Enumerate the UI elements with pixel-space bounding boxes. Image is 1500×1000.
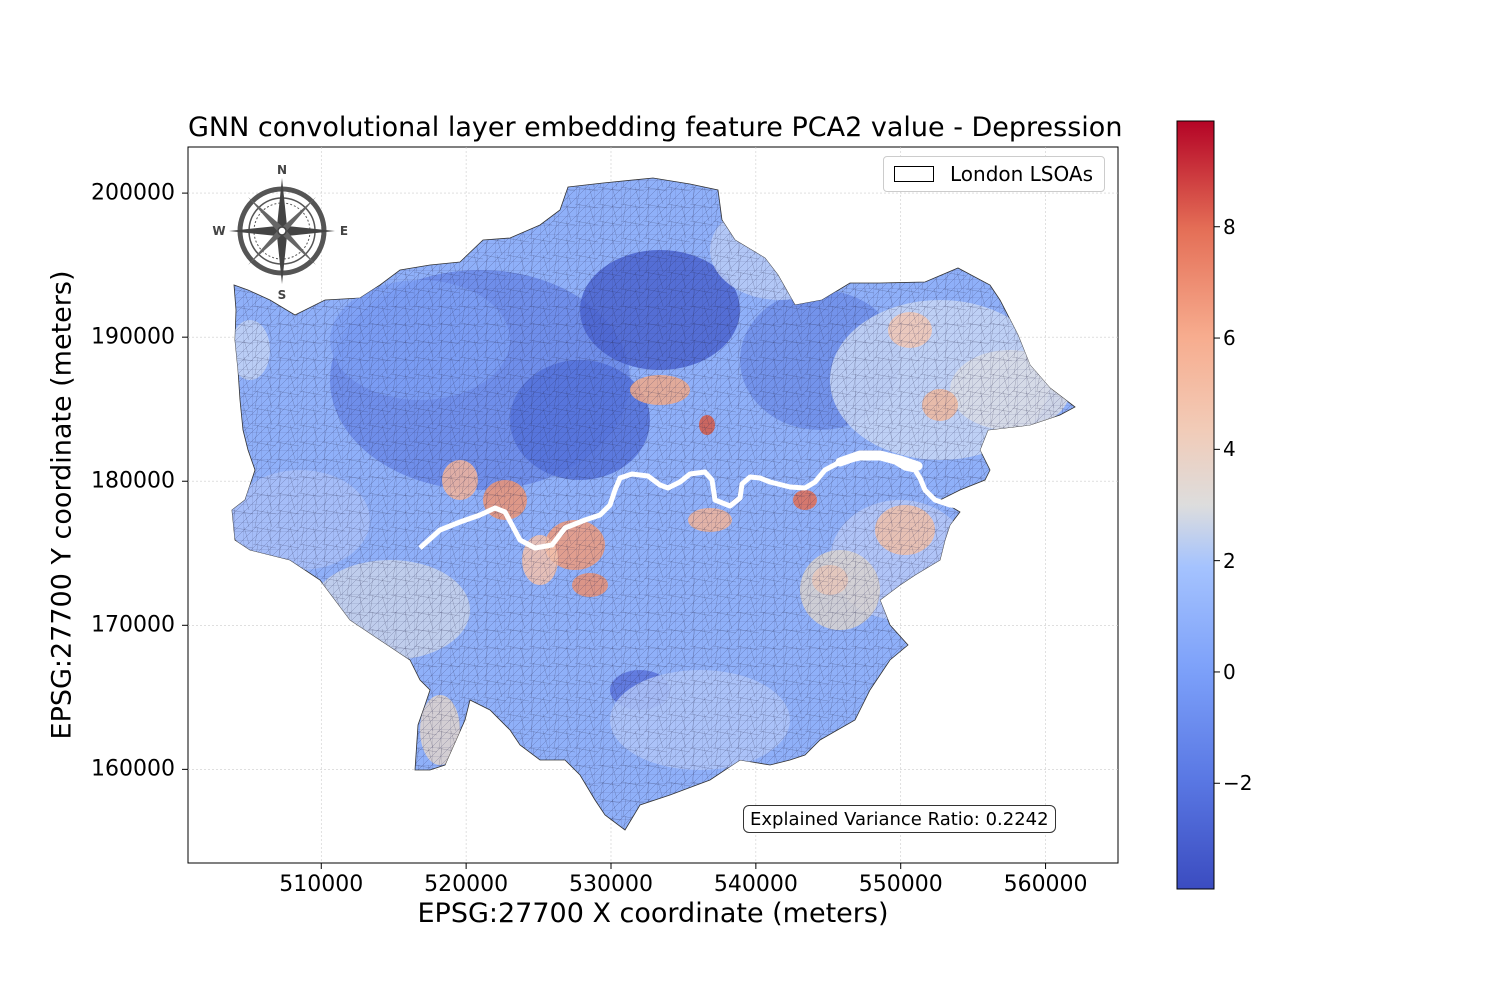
y-tick-marks	[182, 192, 188, 770]
y-tick-label: 190000	[91, 324, 175, 350]
x-tick-label: 530000	[568, 872, 653, 897]
x-axis-label: EPSG:27700 X coordinate (meters)	[417, 898, 889, 929]
y-axis-label: EPSG:27700 Y coordinate (meters)	[46, 270, 78, 740]
y-tick-label: 170000	[91, 612, 175, 638]
compass-east: E	[340, 224, 348, 238]
compass-west: W	[212, 224, 225, 238]
x-tick-label: 540000	[713, 872, 798, 897]
colorbar-tick-label: 4	[1223, 437, 1236, 462]
colorbar	[1176, 120, 1215, 890]
colorbar-tick-label: 6	[1223, 326, 1236, 351]
compass-south: S	[278, 288, 287, 302]
colorbar-tick-label: 0	[1223, 659, 1236, 684]
river-estuary	[835, 450, 923, 471]
legend-swatch	[894, 166, 934, 182]
x-tick-label: 550000	[858, 872, 943, 897]
y-tick-label: 200000	[91, 180, 175, 206]
colorbar-tick-label: 8	[1223, 214, 1236, 239]
colorbar-ticks	[1214, 226, 1220, 784]
explained-variance-annotation: Explained Variance Ratio: 0.2242	[743, 805, 1056, 833]
x-tick-label: 560000	[1003, 872, 1088, 897]
x-tick-marks	[320, 863, 1047, 869]
compass-north: N	[277, 163, 287, 177]
y-tick-label: 180000	[91, 468, 175, 494]
chart-title: GNN convolutional layer embedding featur…	[188, 112, 1123, 143]
x-tick-label: 510000	[279, 872, 364, 897]
x-tick-label: 520000	[424, 872, 509, 897]
legend-label: London LSOAs	[950, 162, 1093, 186]
y-tick-label: 160000	[91, 756, 175, 782]
legend: London LSOAs	[883, 156, 1105, 192]
compass-rose-icon: N S E W	[212, 163, 348, 302]
colorbar-tick-label: 2	[1223, 548, 1236, 573]
colorbar-tick-label: −2	[1223, 771, 1253, 796]
